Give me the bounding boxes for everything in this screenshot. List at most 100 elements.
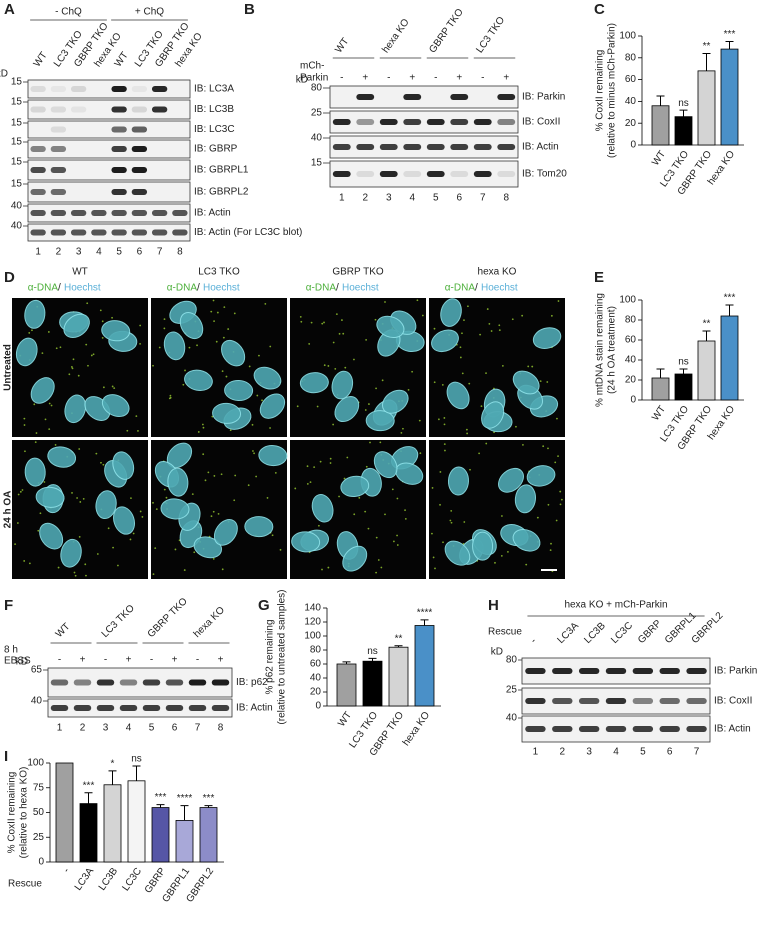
mito-dot <box>256 394 259 397</box>
mito-dot <box>461 332 463 335</box>
treatment-sign: + <box>126 655 132 666</box>
mito-dot <box>191 493 194 496</box>
mito-dot <box>33 403 36 406</box>
blot-band <box>356 144 375 150</box>
mito-dot <box>99 309 102 312</box>
mito-dot <box>77 374 80 377</box>
blot-band <box>552 668 573 674</box>
mito-dot <box>313 466 316 469</box>
blot-band <box>73 705 92 711</box>
panel-letter: F <box>4 597 13 614</box>
treatment-sign: - <box>387 73 390 84</box>
mito-dot <box>431 487 434 489</box>
nucleus <box>160 498 190 520</box>
ib-label: IB: Parkin <box>522 92 565 103</box>
mito-dot <box>155 508 158 510</box>
mito-dot <box>433 381 436 384</box>
blot-band <box>473 171 492 177</box>
mito-dot <box>130 497 132 500</box>
nucleus <box>299 372 329 394</box>
mito-dot <box>152 364 154 367</box>
blot-band <box>632 726 654 732</box>
mito-dot <box>71 492 73 494</box>
mito-dot <box>84 563 87 566</box>
mito-dot <box>85 343 88 346</box>
nucleus <box>365 410 395 432</box>
mito-dot <box>300 320 303 323</box>
mito-dot <box>468 382 471 385</box>
mito-dot <box>511 318 514 321</box>
mito-dot <box>299 315 302 318</box>
column-label: GBRP TKO <box>332 267 384 278</box>
significance-label: ns <box>367 646 378 657</box>
blot-band <box>211 679 230 686</box>
nucleus <box>101 394 130 417</box>
blot-band <box>119 679 138 686</box>
mito-dot <box>96 553 99 555</box>
blot-band <box>96 679 115 686</box>
group-label: GBRP TKO <box>427 7 466 56</box>
blot-band <box>165 679 184 686</box>
blot-band <box>605 698 627 704</box>
treatment-sign: - <box>104 655 107 666</box>
mito-dot <box>217 512 220 515</box>
kd-label: kD <box>16 657 28 668</box>
blot-strip <box>329 85 519 109</box>
ib-label: IB: LC3B <box>194 104 234 115</box>
mito-dot <box>113 387 116 390</box>
bar <box>697 340 716 401</box>
mw-label: 40 <box>311 133 323 144</box>
nucleus <box>244 516 274 538</box>
mito-dot <box>23 417 26 420</box>
x-tick-label: LC3B <box>97 866 121 893</box>
mito-dot <box>55 347 58 350</box>
x-tick-label: - <box>61 866 72 875</box>
stain-label: / <box>197 283 200 294</box>
mito-dot <box>332 423 335 426</box>
blot-band <box>142 705 161 711</box>
treatment-sign: - <box>434 73 437 84</box>
mito-dot <box>515 425 517 428</box>
mito-dot <box>353 513 356 516</box>
lane-label: LC3C <box>609 620 635 646</box>
blot-band <box>497 119 516 125</box>
mito-dot <box>396 497 399 500</box>
error-bar <box>204 805 213 808</box>
blot-band <box>70 106 87 113</box>
blot-band <box>450 94 469 100</box>
stain-label: α-DNA <box>306 283 337 294</box>
nucleus <box>39 522 64 550</box>
mito-dot <box>73 571 76 574</box>
mito-dot <box>444 449 446 452</box>
mito-dot <box>449 519 452 522</box>
lane-number: 1 <box>57 723 63 734</box>
mito-dot <box>129 538 132 541</box>
mito-dot <box>374 318 377 321</box>
blot-band <box>379 119 398 125</box>
mito-dot <box>439 471 442 473</box>
mito-dot <box>549 549 552 552</box>
nucleus <box>526 465 556 487</box>
mito-dot <box>248 365 251 368</box>
panel-letter: I <box>4 748 8 765</box>
bar <box>362 660 383 707</box>
ib-label: IB: CoxII <box>714 696 752 707</box>
nucleus <box>95 490 117 520</box>
mito-dot <box>327 566 330 569</box>
ib-label: IB: Actin <box>522 142 559 153</box>
mito-dot <box>154 547 157 550</box>
mw-label: 65 <box>31 665 43 676</box>
blot-strip <box>27 181 191 203</box>
nucleus <box>334 396 360 423</box>
mito-dot <box>531 365 534 368</box>
y-tick-label: 25 <box>33 832 45 843</box>
nucleus <box>532 327 562 349</box>
mw-label: 15 <box>11 137 23 148</box>
error-bar <box>132 765 141 781</box>
lane-number: 6 <box>667 747 673 758</box>
bar <box>414 625 435 707</box>
mito-dot <box>225 375 228 378</box>
nucleus <box>101 320 131 342</box>
mito-dot <box>375 571 378 574</box>
